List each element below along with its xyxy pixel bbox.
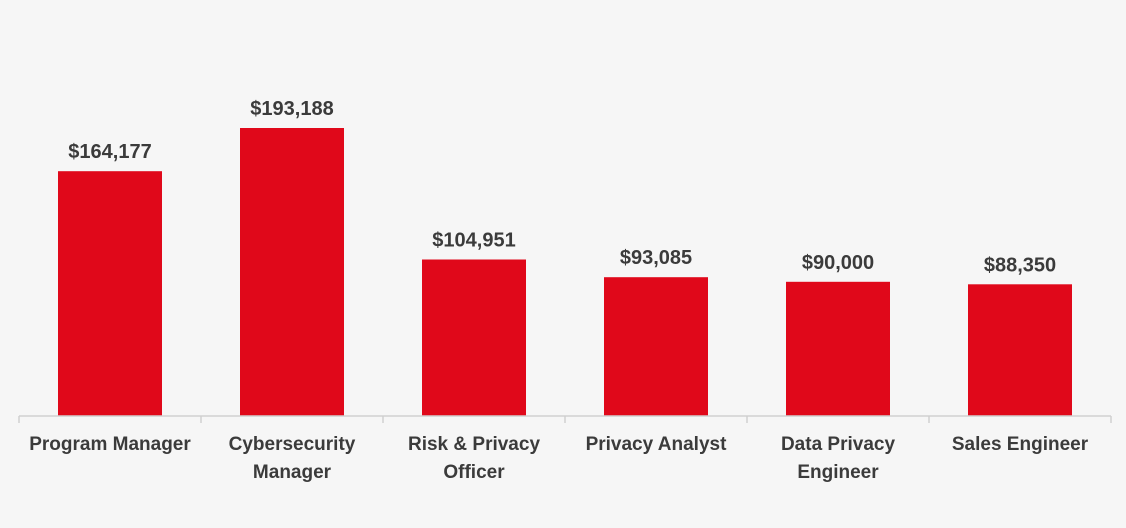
value-labels-group: $164,177 $193,188 $104,951 $93,085 $90,000 $8… [68, 98, 1056, 276]
bar-1 [240, 128, 344, 416]
category-label-2: Risk & Privacy Officer [408, 434, 540, 483]
bar-4 [786, 281, 890, 416]
data-label-1: $193,188 [250, 98, 333, 120]
data-label-4: $90,000 [802, 252, 874, 274]
category-label-line: Privacy Analyst [586, 434, 727, 455]
bar-3 [604, 277, 708, 416]
data-label-0: $164,177 [68, 141, 151, 163]
category-label-4: Data Privacy Engineer [781, 434, 896, 483]
bar-5 [968, 284, 1072, 416]
category-label-3: Privacy Analyst [586, 434, 727, 455]
bar-2 [422, 259, 526, 416]
category-label-line: Program Manager [29, 434, 191, 455]
bars-group [58, 128, 1072, 416]
data-label-5: $88,350 [984, 254, 1056, 276]
category-label-line: Cybersecurity [229, 434, 356, 455]
data-label-2: $104,951 [432, 230, 515, 252]
category-label-1: Cybersecurity Manager [229, 434, 356, 483]
category-label-line: Engineer [797, 462, 879, 483]
category-label-line: Manager [253, 462, 332, 483]
data-label-3: $93,085 [620, 247, 692, 269]
x-axis [18, 415, 1112, 423]
category-label-line: Risk & Privacy [408, 434, 540, 455]
category-label-line: Sales Engineer [952, 434, 1089, 455]
category-label-5: Sales Engineer [952, 434, 1089, 455]
category-label-0: Program Manager [29, 434, 191, 455]
bar-0 [58, 171, 162, 416]
category-label-line: Data Privacy [781, 434, 896, 455]
category-labels-group: Program Manager Cybersecurity Manager Risk … [29, 434, 1088, 483]
category-label-line: Officer [443, 462, 505, 483]
